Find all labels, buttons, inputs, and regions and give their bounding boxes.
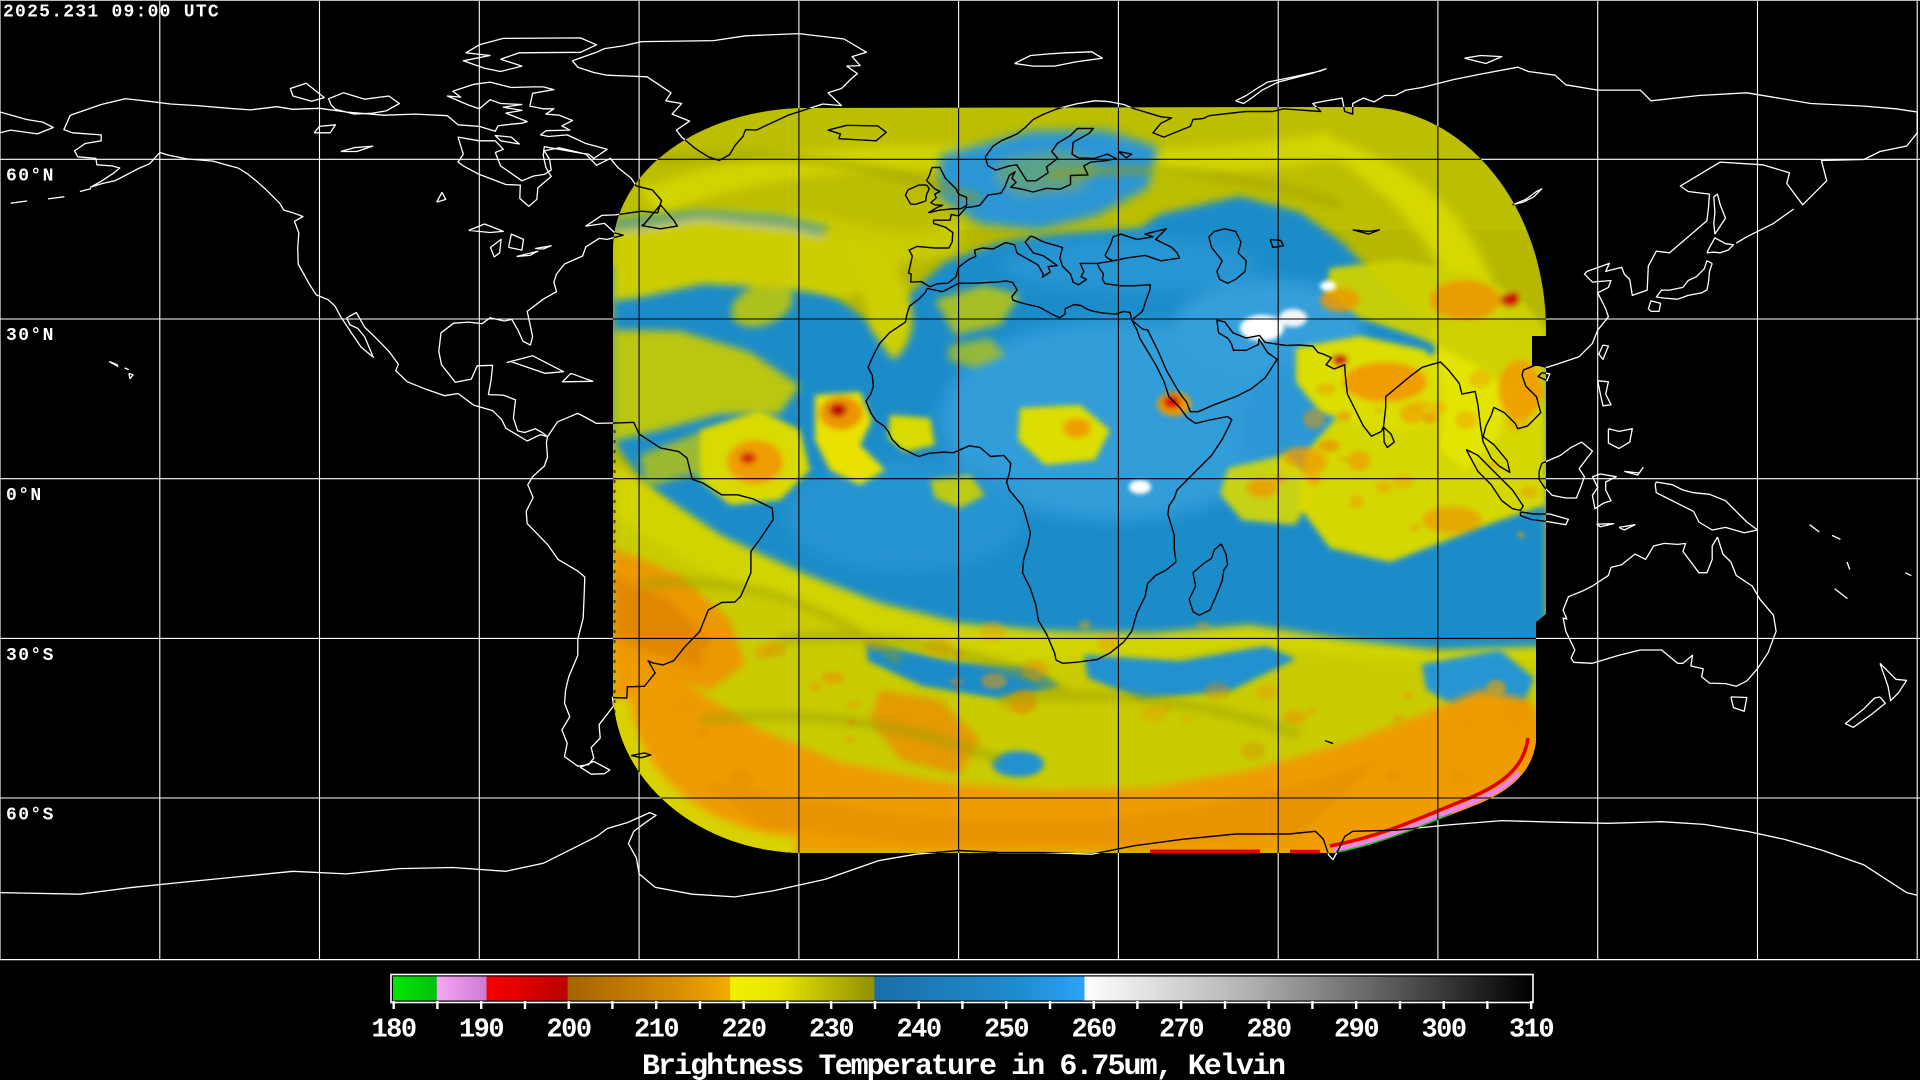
svg-text:190: 190 (459, 1016, 503, 1046)
svg-text:270: 270 (1159, 1016, 1203, 1046)
svg-text:180: 180 (371, 1016, 415, 1046)
svg-text:240: 240 (896, 1016, 940, 1046)
svg-text:310: 310 (1509, 1016, 1553, 1046)
svg-text:250: 250 (984, 1016, 1028, 1046)
svg-text:Brightness Temperature in 6.75: Brightness Temperature in 6.75um, Kelvin (642, 1050, 1285, 1080)
svg-text:280: 280 (1246, 1016, 1290, 1046)
svg-text:200: 200 (546, 1016, 590, 1046)
svg-text:290: 290 (1334, 1016, 1378, 1046)
svg-text:30°N: 30°N (6, 326, 55, 346)
svg-text:0°N: 0°N (6, 486, 43, 506)
svg-text:2025.231 09:00 UTC: 2025.231 09:00 UTC (3, 3, 220, 23)
svg-text:260: 260 (1071, 1016, 1115, 1046)
svg-text:30°S: 30°S (6, 646, 55, 666)
svg-text:60°S: 60°S (6, 806, 55, 826)
svg-text:220: 220 (721, 1016, 765, 1046)
svg-text:230: 230 (809, 1016, 853, 1046)
svg-text:210: 210 (634, 1016, 678, 1046)
svg-text:60°N: 60°N (6, 167, 55, 187)
svg-text:300: 300 (1421, 1016, 1465, 1046)
